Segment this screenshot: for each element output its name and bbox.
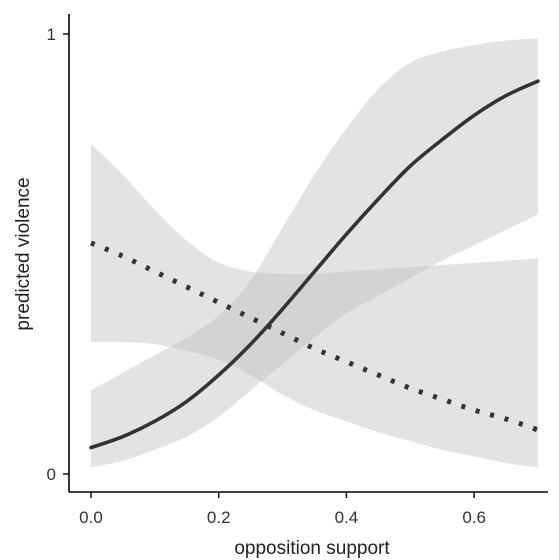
x-tick-label: 0.0	[79, 508, 103, 527]
x-axis-title: opposition support	[234, 538, 390, 559]
confidence-band-2	[91, 144, 538, 468]
axes	[68, 14, 548, 493]
y-tick-label: 1	[47, 25, 56, 44]
confidence-bands	[91, 38, 538, 468]
series-line-1	[89, 79, 540, 450]
confidence-band-1	[91, 38, 538, 468]
x-tick-label: 0.2	[207, 508, 231, 527]
series-lines	[89, 79, 540, 450]
x-tick-label: 0.6	[462, 508, 486, 527]
y-axis-title: predicted violence	[13, 177, 34, 330]
x-tick-label: 0.4	[335, 508, 359, 527]
ticks: 0.0 0.2 0.4 0.6 0 1	[47, 25, 486, 527]
series-line-2	[90, 240, 539, 433]
y-tick-label: 0	[47, 465, 56, 484]
